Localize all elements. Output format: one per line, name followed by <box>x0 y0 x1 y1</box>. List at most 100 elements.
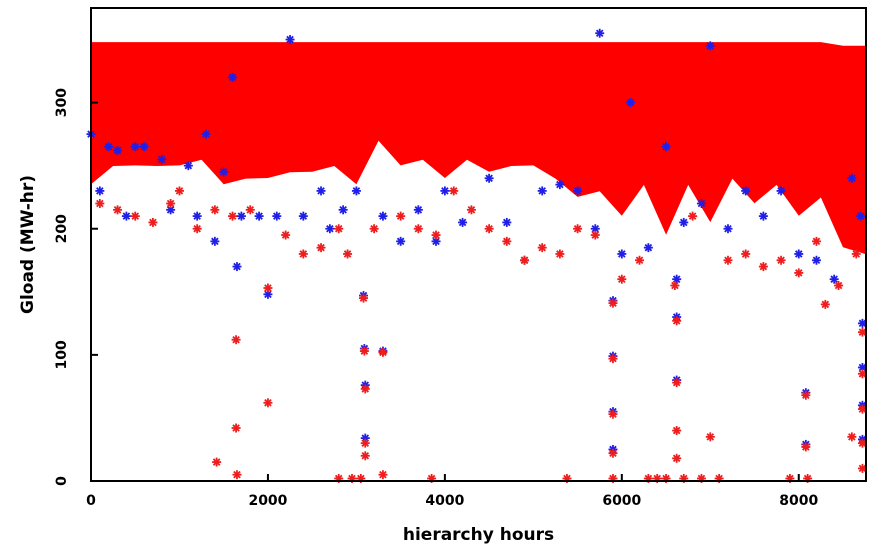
data-point <box>608 448 618 458</box>
dense-data-band <box>91 42 866 255</box>
data-point <box>608 298 618 308</box>
data-point <box>130 211 140 221</box>
data-point <box>201 129 211 139</box>
data-point <box>231 335 241 345</box>
data-point <box>139 142 149 152</box>
data-point <box>157 154 167 164</box>
data-point <box>192 224 202 234</box>
data-point <box>847 432 857 442</box>
data-point <box>113 205 123 215</box>
data-point <box>811 255 821 265</box>
data-point <box>232 470 242 480</box>
data-point <box>263 398 273 408</box>
data-point <box>794 268 804 278</box>
data-point <box>829 274 839 284</box>
data-point <box>502 236 512 246</box>
data-point <box>857 438 867 448</box>
data-point <box>378 470 388 480</box>
data-point <box>617 249 627 259</box>
y-tick-label: 100 <box>54 340 70 369</box>
x-tick-label: 8000 <box>779 493 818 509</box>
axis-ticks: 0 2000 4000 6000 8000 0 100 200 300 <box>54 88 819 509</box>
data-point <box>95 186 105 196</box>
x-tick-label: 2000 <box>248 493 287 509</box>
data-points <box>86 28 867 483</box>
data-point <box>174 186 184 196</box>
data-point <box>608 354 618 364</box>
data-point <box>298 211 308 221</box>
data-point <box>183 161 193 171</box>
data-point <box>219 167 229 177</box>
data-point <box>254 211 264 221</box>
data-point <box>130 142 140 152</box>
data-point <box>484 224 494 234</box>
x-axis-title: hierarchy hours <box>403 525 554 545</box>
data-point <box>502 217 512 227</box>
data-point <box>338 205 348 215</box>
y-tick-label: 300 <box>54 88 70 117</box>
data-point <box>458 217 468 227</box>
data-point <box>834 280 844 290</box>
data-point <box>378 347 388 357</box>
x-tick-label: 6000 <box>602 493 641 509</box>
data-point <box>608 409 618 419</box>
data-point <box>857 404 867 414</box>
data-point <box>272 211 282 221</box>
data-point <box>801 442 811 452</box>
data-point <box>351 186 361 196</box>
data-point <box>396 211 406 221</box>
data-point <box>851 249 861 259</box>
data-point <box>626 98 636 108</box>
data-point <box>537 186 547 196</box>
data-point <box>360 451 370 461</box>
data-point <box>316 243 326 253</box>
data-point <box>360 438 370 448</box>
data-point <box>148 217 158 227</box>
data-point <box>245 205 255 215</box>
data-point <box>316 186 326 196</box>
data-point <box>705 432 715 442</box>
data-point <box>369 224 379 234</box>
data-point <box>590 230 600 240</box>
data-point <box>325 224 335 234</box>
data-point <box>95 199 105 209</box>
data-point <box>741 249 751 259</box>
data-point <box>688 211 698 221</box>
data-point <box>573 224 583 234</box>
y-axis-title: Gload (MW-hr) <box>18 175 38 314</box>
data-point <box>378 211 388 221</box>
data-point <box>617 274 627 284</box>
data-point <box>643 243 653 253</box>
data-point <box>635 255 645 265</box>
data-point <box>104 142 114 152</box>
data-point <box>723 224 733 234</box>
data-point <box>573 186 583 196</box>
data-point <box>192 211 202 221</box>
data-point <box>232 262 242 272</box>
data-point <box>820 299 830 309</box>
data-point <box>776 186 786 196</box>
data-point <box>847 173 857 183</box>
data-point <box>285 35 295 45</box>
data-point <box>358 293 368 303</box>
data-point <box>595 28 605 38</box>
y-tick-label: 200 <box>54 214 70 243</box>
data-point <box>466 205 476 215</box>
data-point <box>440 186 450 196</box>
data-point <box>396 236 406 246</box>
data-point <box>210 236 220 246</box>
data-point <box>263 283 273 293</box>
data-point <box>520 255 530 265</box>
x-tick-label: 4000 <box>425 493 464 509</box>
data-point <box>794 249 804 259</box>
data-point <box>166 199 176 209</box>
data-point <box>555 249 565 259</box>
data-point <box>672 316 682 326</box>
data-point <box>298 249 308 259</box>
dense-band-area <box>91 42 866 255</box>
data-point <box>811 236 821 246</box>
data-point <box>758 262 768 272</box>
data-point <box>212 457 222 467</box>
data-point <box>121 211 131 221</box>
